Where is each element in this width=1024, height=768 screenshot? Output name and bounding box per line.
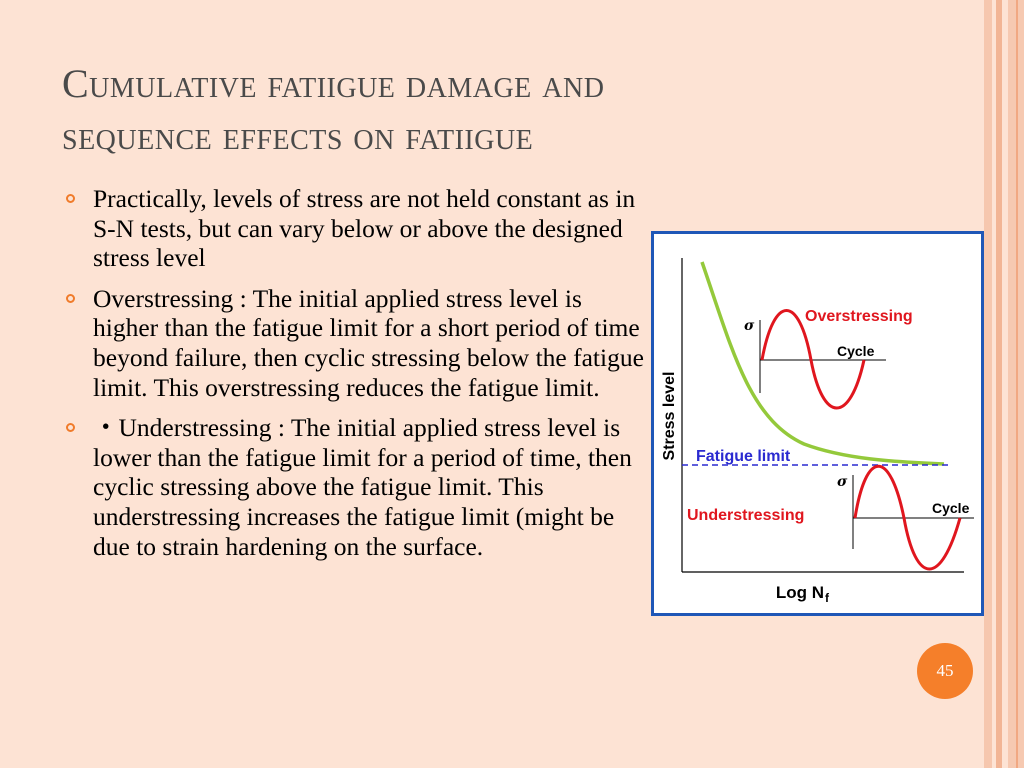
page-number-badge: 45: [917, 643, 973, 699]
bullet-text: Practically, levels of stress are not he…: [93, 184, 636, 273]
slide-title-line-1: Cumulative fatiigue damage and: [62, 61, 605, 106]
x-axis-subscript: f: [825, 591, 830, 605]
decor-stripe: [1016, 0, 1018, 768]
bullet-circle-icon: [66, 194, 75, 203]
bullet-text: Overstressing : The initial applied stre…: [93, 283, 644, 402]
bullet-text: ・Understressing : The initial applied st…: [93, 413, 632, 561]
bullet-circle-icon: [66, 293, 75, 303]
cycle-label-bottom: Cycle: [932, 500, 970, 516]
stress-diagram-svg: Stress level Log N f Fatigue limit Overs…: [661, 258, 974, 605]
page-number: 45: [936, 661, 954, 680]
x-axis-label: Log N: [776, 583, 824, 602]
bullet-item: Overstressing : The initial applied stre…: [62, 284, 647, 402]
sn-curve: [700, 261, 945, 466]
understressing-label: Understressing: [687, 507, 804, 524]
overstressing-label: Overstressing: [805, 308, 913, 325]
bullet-list: Practically, levels of stress are not he…: [62, 184, 647, 572]
sigma-label-top: σ: [744, 318, 755, 334]
decor-stripe: [984, 0, 992, 768]
sigma-label-bottom: σ: [837, 474, 848, 490]
decor-stripe: [996, 0, 1002, 768]
slide-title-line-2: sequence effects on fatiigue: [62, 113, 534, 158]
slide-title: Cumulative fatiigue damage and sequence …: [62, 58, 922, 162]
bullet-item: ・Understressing : The initial applied st…: [62, 413, 647, 561]
stress-diagram: Stress level Log N f Fatigue limit Overs…: [651, 231, 984, 616]
bullet-item: Practically, levels of stress are not he…: [62, 184, 647, 273]
cycle-label-top: Cycle: [837, 343, 875, 359]
sine-wave-top: [760, 309, 866, 410]
sine-wave-bottom: [853, 465, 962, 571]
bullet-circle-icon: [66, 423, 75, 433]
fatigue-limit-label: Fatigue limit: [696, 448, 791, 465]
y-axis-label: Stress level: [661, 372, 678, 461]
